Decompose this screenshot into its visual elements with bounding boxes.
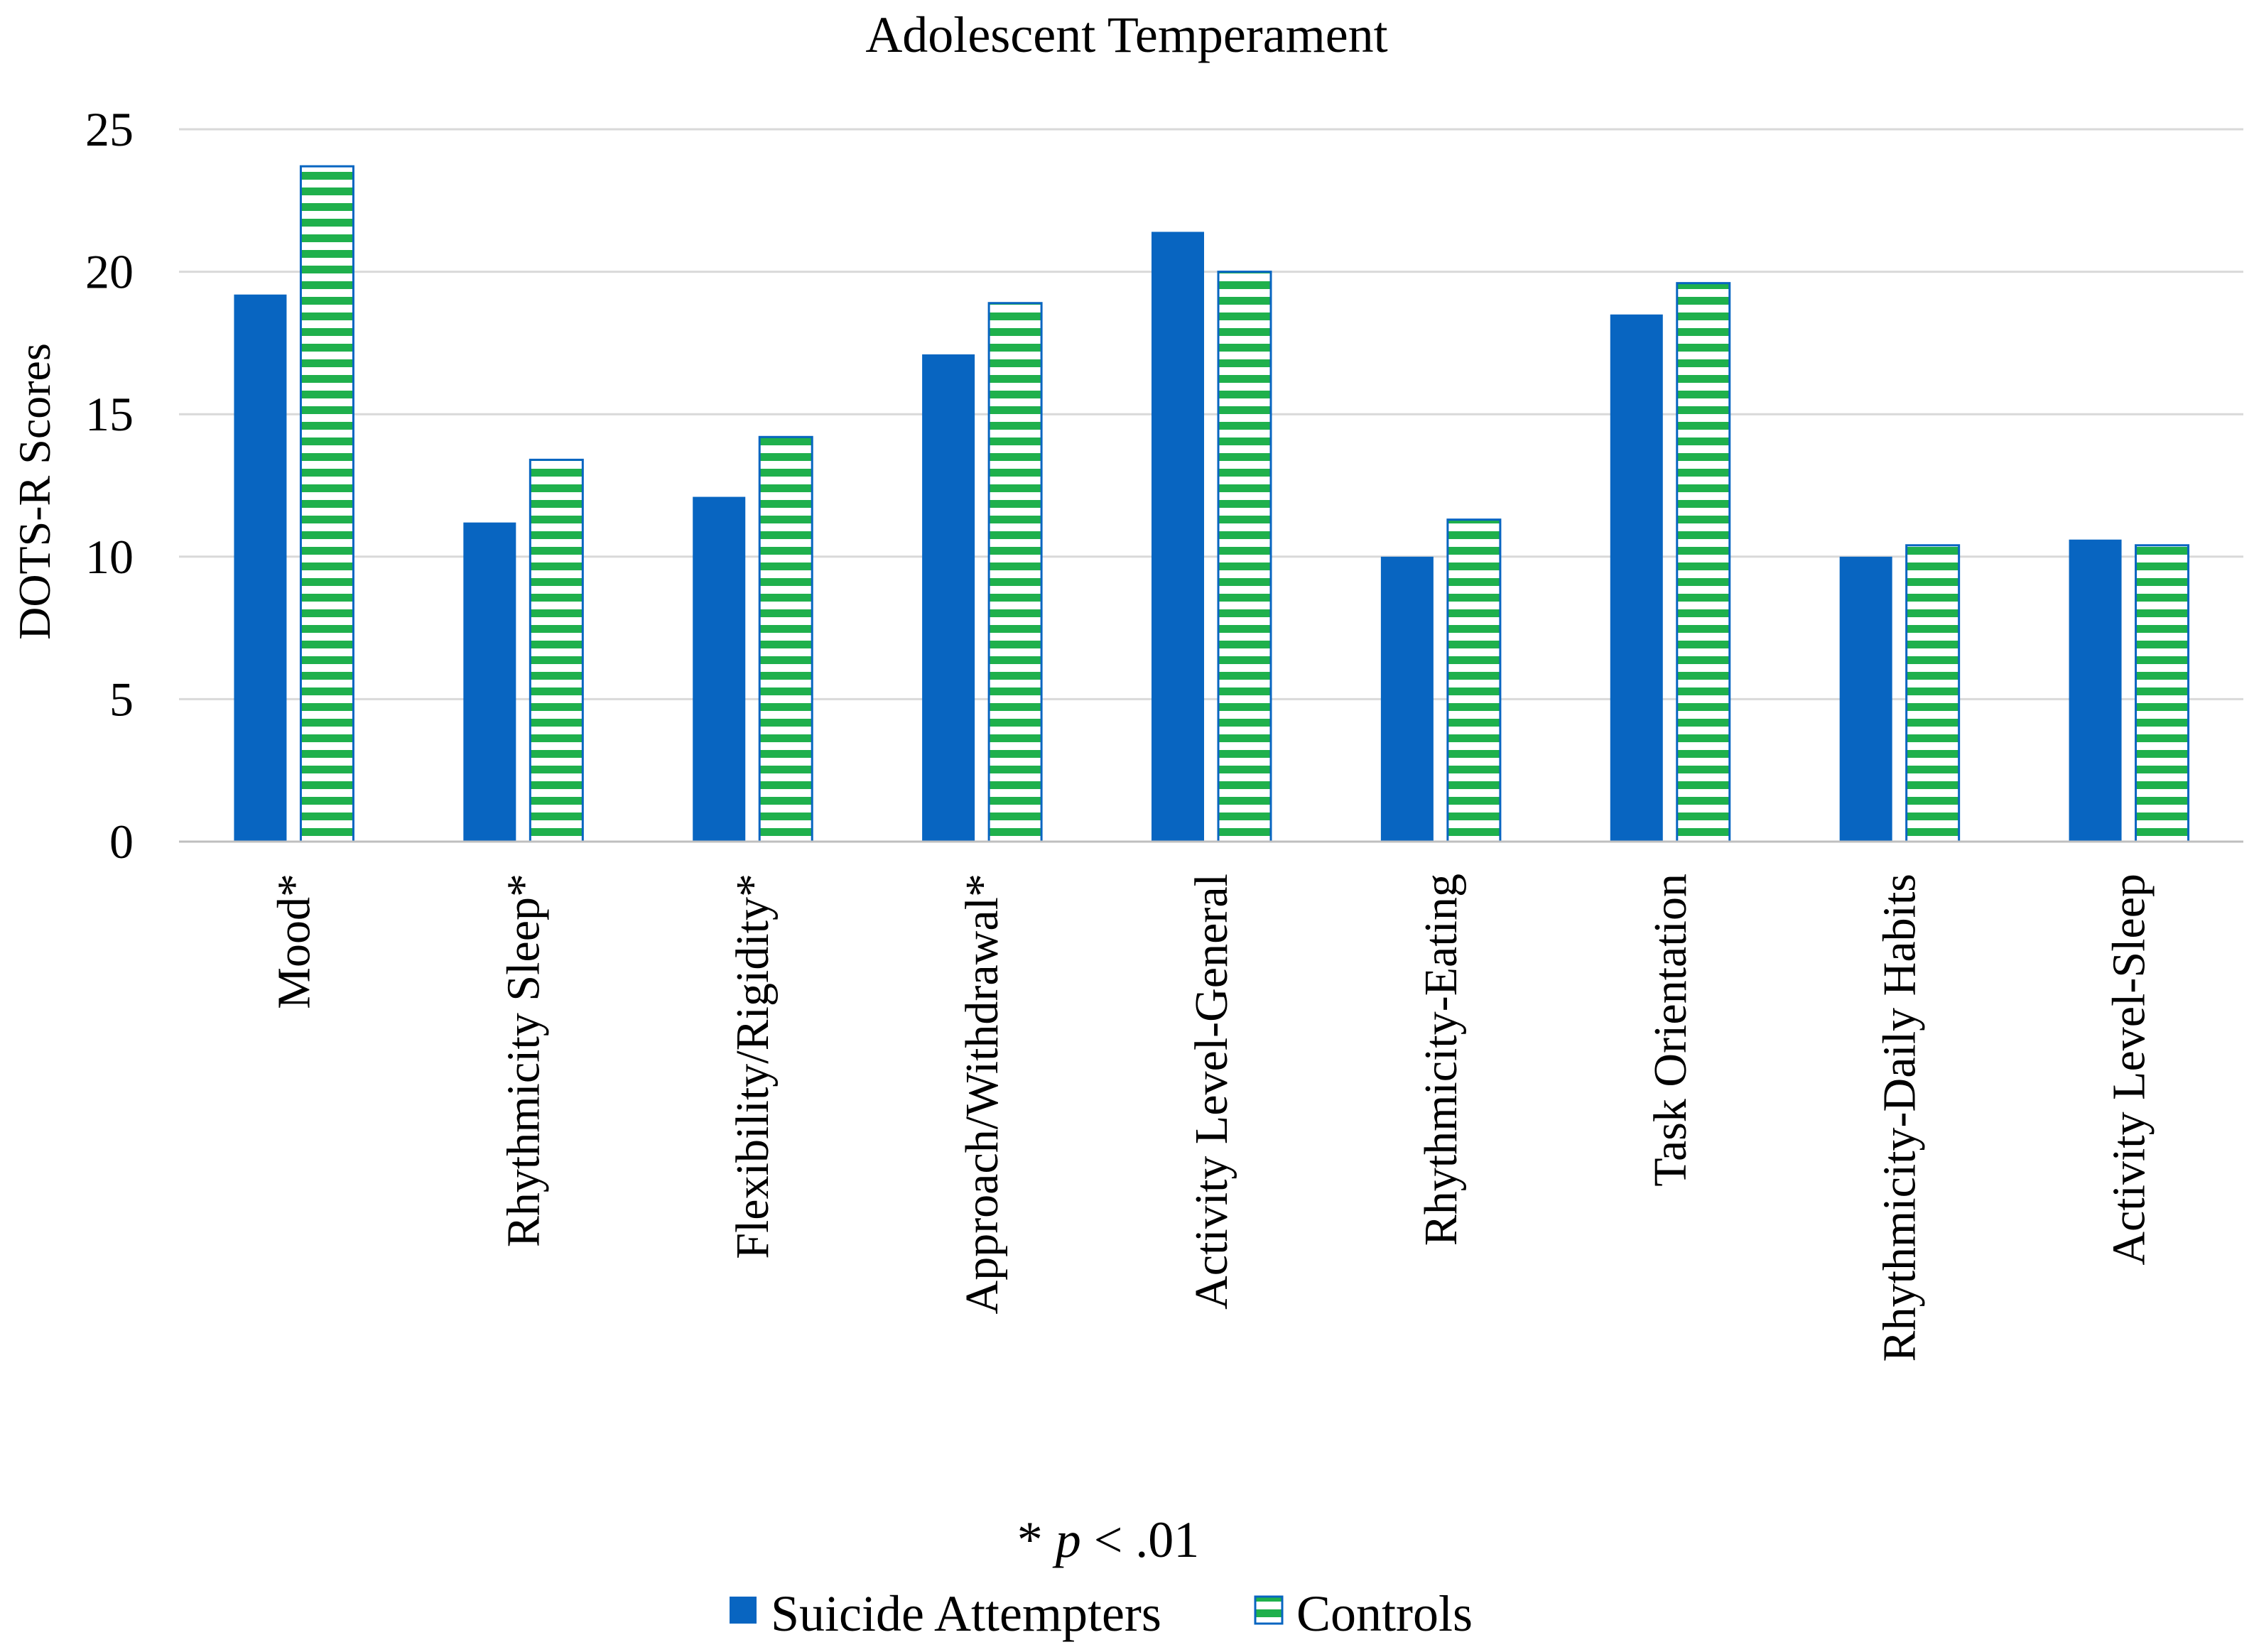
gridlines bbox=[179, 128, 2243, 700]
bar-controls-rhythmicity-eating bbox=[1446, 518, 1502, 843]
x-tick-rhythmicity-eating: Rhythmicity-Eating bbox=[1415, 874, 1467, 1246]
y-tick-20: 20 bbox=[85, 245, 134, 299]
x-tick-approach-withdrawal: Approach/Withdrawal* bbox=[956, 874, 1008, 1314]
x-tick-activity-level-general: Activity Level-General bbox=[1186, 874, 1237, 1310]
x-tick-flexibility-rigidity: Flexibility/Rigidity* bbox=[727, 874, 779, 1259]
bar-suicide-attempters-task-orientation bbox=[1610, 314, 1663, 842]
bar-controls-activity-level-sleep bbox=[2135, 544, 2190, 843]
significance-note: * p < .01 bbox=[1017, 1511, 1200, 1568]
bar-controls-task-orientation bbox=[1676, 282, 1731, 843]
legend: Suicide Attempters Controls bbox=[730, 1585, 1473, 1642]
bar-controls-flexibility-rigidity bbox=[758, 435, 813, 843]
x-tick-mood: Mood* bbox=[268, 874, 320, 1009]
y-axis-label: DOTS-R Scores bbox=[9, 343, 60, 640]
significance-variable: p bbox=[1052, 1511, 1081, 1568]
x-tick-task-orientation: Task Orientation bbox=[1645, 874, 1696, 1187]
bar-suicide-attempters-activity-level-sleep bbox=[2069, 539, 2122, 842]
y-tick-25: 25 bbox=[85, 102, 134, 156]
significance-threshold: < .01 bbox=[1081, 1511, 1200, 1568]
x-tick-rhythmicity-sleep: Rhythmicity Sleep* bbox=[497, 874, 549, 1247]
x-tick-labels: Mood* Rhythmicity Sleep* Flexibility/Rigid… bbox=[268, 874, 2155, 1362]
bar-suicide-attempters-mood bbox=[234, 294, 287, 842]
y-tick-5: 5 bbox=[109, 672, 134, 726]
x-tick-activity-level-sleep: Activity Level-Sleep bbox=[2103, 874, 2155, 1266]
bars bbox=[234, 165, 2190, 843]
bar-suicide-attempters-rhythmicity-daily-habits bbox=[1839, 556, 1892, 842]
chart-title: Adolescent Temperament bbox=[865, 6, 1387, 63]
bar-suicide-attempters-approach-withdrawal bbox=[922, 354, 975, 842]
bar-suicide-attempters-rhythmicity-sleep bbox=[463, 522, 516, 842]
y-tick-10: 10 bbox=[85, 530, 134, 584]
significance-symbol: * bbox=[1017, 1511, 1056, 1568]
legend-label-suicide-attempters: Suicide Attempters bbox=[771, 1585, 1161, 1642]
bar-suicide-attempters-flexibility-rigidity bbox=[693, 496, 746, 842]
legend-swatch-suicide-attempters bbox=[730, 1597, 757, 1624]
bar-controls-approach-withdrawal bbox=[987, 302, 1043, 843]
bar-controls-activity-level-general bbox=[1217, 271, 1272, 843]
y-tick-labels: 0 5 10 15 20 25 bbox=[85, 102, 134, 869]
x-tick-rhythmicity-daily-habits: Rhythmicity-Daily Habits bbox=[1874, 874, 1926, 1362]
bar-suicide-attempters-activity-level-general bbox=[1152, 232, 1204, 842]
legend-swatch-controls bbox=[1254, 1595, 1284, 1625]
legend-label-controls: Controls bbox=[1296, 1585, 1473, 1642]
bar-suicide-attempters-rhythmicity-eating bbox=[1380, 556, 1434, 842]
y-tick-15: 15 bbox=[85, 387, 134, 441]
bar-controls-mood bbox=[299, 165, 354, 843]
bar-controls-rhythmicity-daily-habits bbox=[1905, 544, 1961, 843]
y-tick-0: 0 bbox=[109, 815, 134, 869]
bar-controls-rhythmicity-sleep bbox=[529, 458, 584, 843]
